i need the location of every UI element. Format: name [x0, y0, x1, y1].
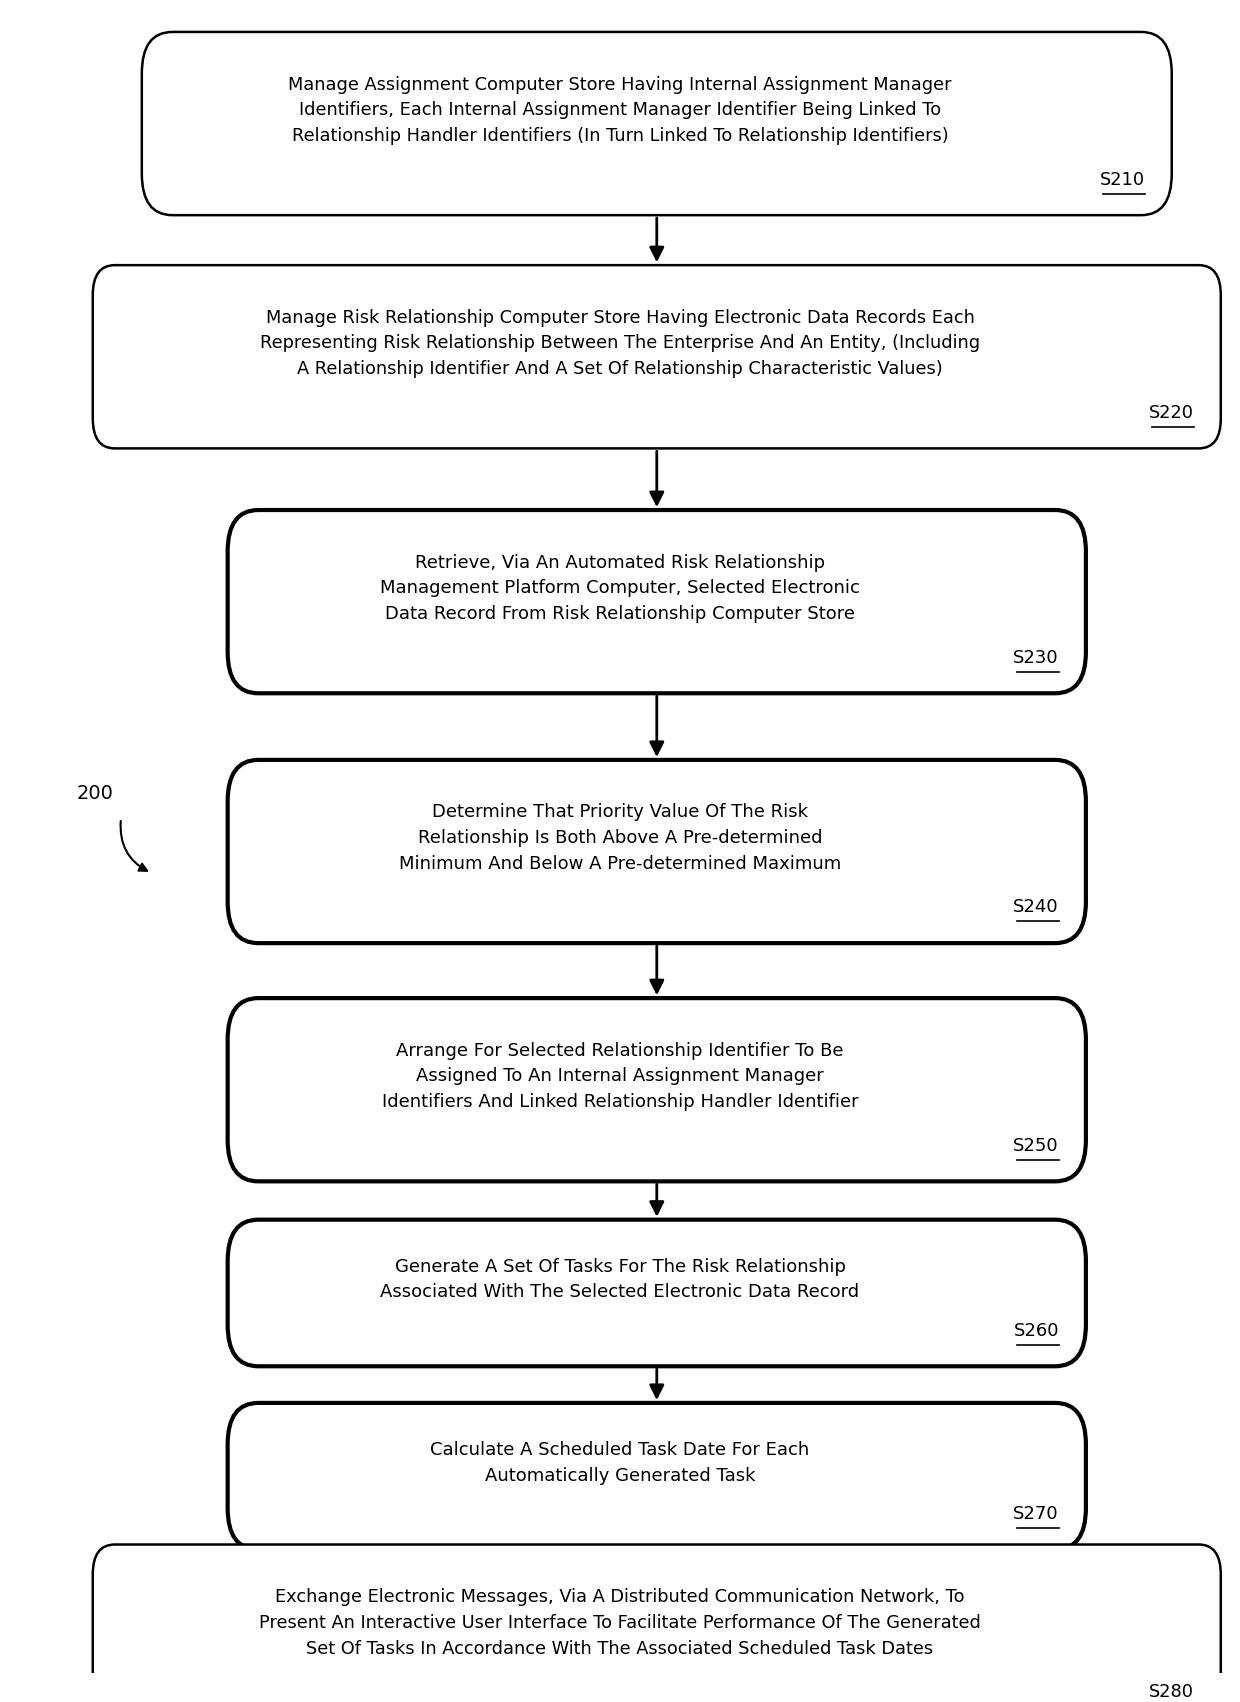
FancyBboxPatch shape — [228, 1402, 1086, 1549]
FancyBboxPatch shape — [93, 1544, 1221, 1702]
Text: Calculate A Scheduled Task Date For Each
Automatically Generated Task: Calculate A Scheduled Task Date For Each… — [430, 1442, 810, 1484]
Text: Exchange Electronic Messages, Via A Distributed Communication Network, To
Presen: Exchange Electronic Messages, Via A Dist… — [259, 1588, 981, 1658]
Text: Manage Risk Relationship Computer Store Having Electronic Data Records Each
Repr: Manage Risk Relationship Computer Store … — [260, 308, 980, 378]
FancyBboxPatch shape — [228, 759, 1086, 943]
Text: S270: S270 — [1013, 1505, 1059, 1523]
Text: Arrange For Selected Relationship Identifier To Be
Assigned To An Internal Assig: Arrange For Selected Relationship Identi… — [382, 1042, 858, 1111]
FancyBboxPatch shape — [228, 511, 1086, 693]
Text: S220: S220 — [1148, 403, 1194, 422]
Text: S280: S280 — [1148, 1683, 1194, 1700]
Text: Generate A Set Of Tasks For The Risk Relationship
Associated With The Selected E: Generate A Set Of Tasks For The Risk Rel… — [381, 1258, 859, 1302]
Text: S260: S260 — [1013, 1322, 1059, 1339]
Text: S230: S230 — [1013, 648, 1059, 667]
FancyBboxPatch shape — [228, 997, 1086, 1181]
Text: Retrieve, Via An Automated Risk Relationship
Management Platform Computer, Selec: Retrieve, Via An Automated Risk Relation… — [381, 553, 859, 623]
FancyBboxPatch shape — [93, 266, 1221, 448]
Text: 200: 200 — [77, 783, 114, 803]
Text: S240: S240 — [1013, 899, 1059, 916]
Text: Manage Assignment Computer Store Having Internal Assignment Manager
Identifiers,: Manage Assignment Computer Store Having … — [288, 75, 952, 145]
Text: Determine That Priority Value Of The Risk
Relationship Is Both Above A Pre-deter: Determine That Priority Value Of The Ris… — [399, 803, 841, 873]
Text: S210: S210 — [1100, 170, 1145, 189]
FancyBboxPatch shape — [228, 1220, 1086, 1367]
FancyBboxPatch shape — [141, 32, 1172, 214]
Text: S250: S250 — [1013, 1137, 1059, 1154]
